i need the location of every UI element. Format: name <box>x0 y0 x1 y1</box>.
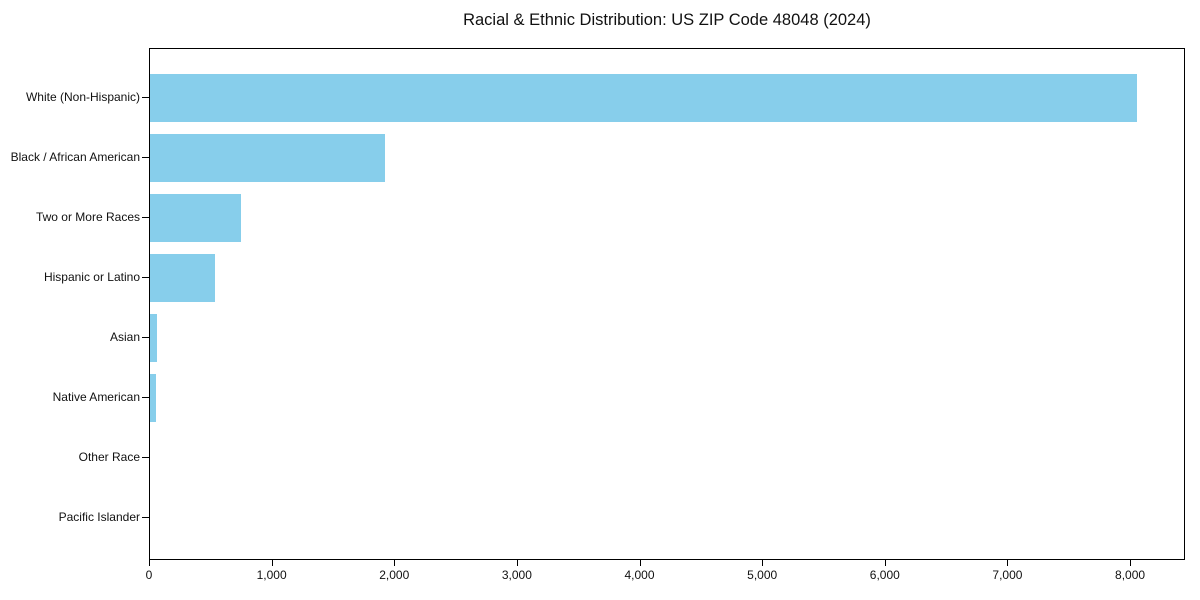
x-tick-label: 4,000 <box>624 568 655 582</box>
x-tick-label: 2,000 <box>379 568 410 582</box>
bar <box>150 194 241 242</box>
x-tick-mark <box>762 560 764 566</box>
x-tick-label: 1,000 <box>256 568 287 582</box>
x-tick-label: 3,000 <box>501 568 532 582</box>
bar <box>150 74 1138 122</box>
x-tick-mark <box>149 560 150 566</box>
x-tick-mark <box>884 560 886 566</box>
x-tick-mark <box>516 560 518 566</box>
x-tick-label: 6,000 <box>869 568 900 582</box>
y-tick-mark <box>142 457 149 458</box>
bar <box>150 134 386 182</box>
y-tick-mark <box>142 397 149 398</box>
x-tick-label: 0 <box>145 568 153 582</box>
y-tick-mark <box>142 337 149 338</box>
y-tick-mark <box>142 277 149 278</box>
y-tick-mark <box>142 97 149 98</box>
bar <box>150 374 157 422</box>
y-tick-mark <box>142 217 149 218</box>
bar <box>150 314 158 362</box>
y-tick-mark <box>142 517 149 518</box>
y-tick-label: Native American <box>52 390 140 404</box>
x-tick-label: 8,000 <box>1115 568 1146 582</box>
x-tick-mark <box>394 560 396 566</box>
y-tick-label: Two or More Races <box>35 210 140 224</box>
chart-title: Racial & Ethnic Distribution: US ZIP Cod… <box>463 11 871 29</box>
x-tick-label: 5,000 <box>747 568 778 582</box>
y-tick-mark <box>142 157 149 158</box>
x-tick-mark <box>271 560 273 566</box>
plot-area <box>149 48 1185 560</box>
y-tick-label: White (Non-Hispanic) <box>25 90 140 104</box>
x-tick-mark <box>639 560 641 566</box>
x-tick-mark <box>1130 560 1132 566</box>
y-tick-label: Asian <box>109 330 140 344</box>
x-tick-label: 7,000 <box>992 568 1023 582</box>
bar <box>150 254 215 302</box>
y-tick-label: Black / African American <box>10 150 140 164</box>
y-tick-label: Pacific Islander <box>58 510 140 524</box>
x-tick-mark <box>1007 560 1009 566</box>
y-tick-label: Hispanic or Latino <box>43 270 140 284</box>
y-tick-label: Other Race <box>78 450 140 464</box>
